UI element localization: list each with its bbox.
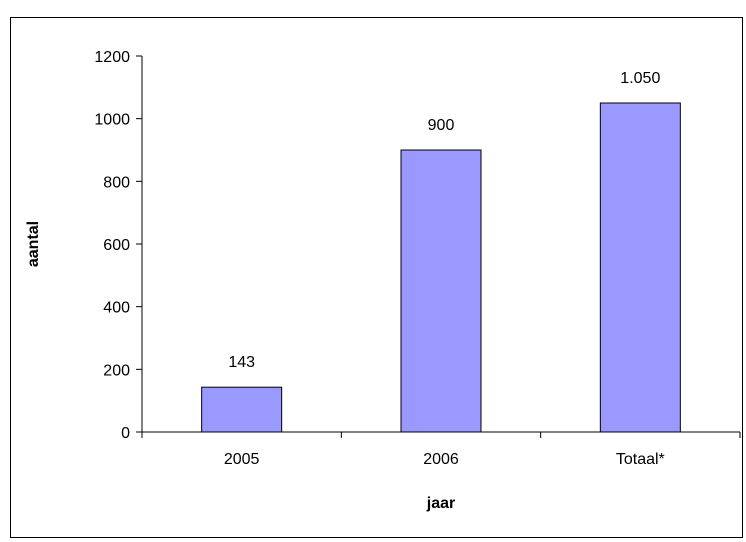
y-axis-ticks: 0 200 400 600 800 1000 1200 xyxy=(94,49,142,442)
bar-2005 xyxy=(201,386,283,433)
category-labels: 2005 2006 Totaal* xyxy=(224,451,665,468)
y-axis-title: aantal xyxy=(25,221,42,267)
y-tick-label: 800 xyxy=(103,174,130,191)
x-category-label: 2006 xyxy=(423,451,459,468)
y-tick-label: 1000 xyxy=(94,112,130,129)
x-axis-title: jaar xyxy=(426,495,455,512)
y-tick-label: 200 xyxy=(103,362,130,379)
data-labels: 143 900 1.050 xyxy=(228,70,660,371)
data-label: 1.050 xyxy=(620,70,660,87)
bar-totaal xyxy=(599,102,681,433)
bar-2006 xyxy=(400,149,482,433)
data-label: 900 xyxy=(428,117,455,134)
x-axis-ticks xyxy=(141,432,741,438)
y-tick-label: 600 xyxy=(103,237,130,254)
bars xyxy=(201,102,681,433)
x-category-label: Totaal* xyxy=(616,451,665,468)
x-category-label: 2005 xyxy=(224,451,260,468)
data-label: 143 xyxy=(228,354,255,371)
y-tick-label: 1200 xyxy=(94,49,130,66)
y-tick-label: 0 xyxy=(121,425,130,442)
y-tick-label: 400 xyxy=(103,300,130,317)
